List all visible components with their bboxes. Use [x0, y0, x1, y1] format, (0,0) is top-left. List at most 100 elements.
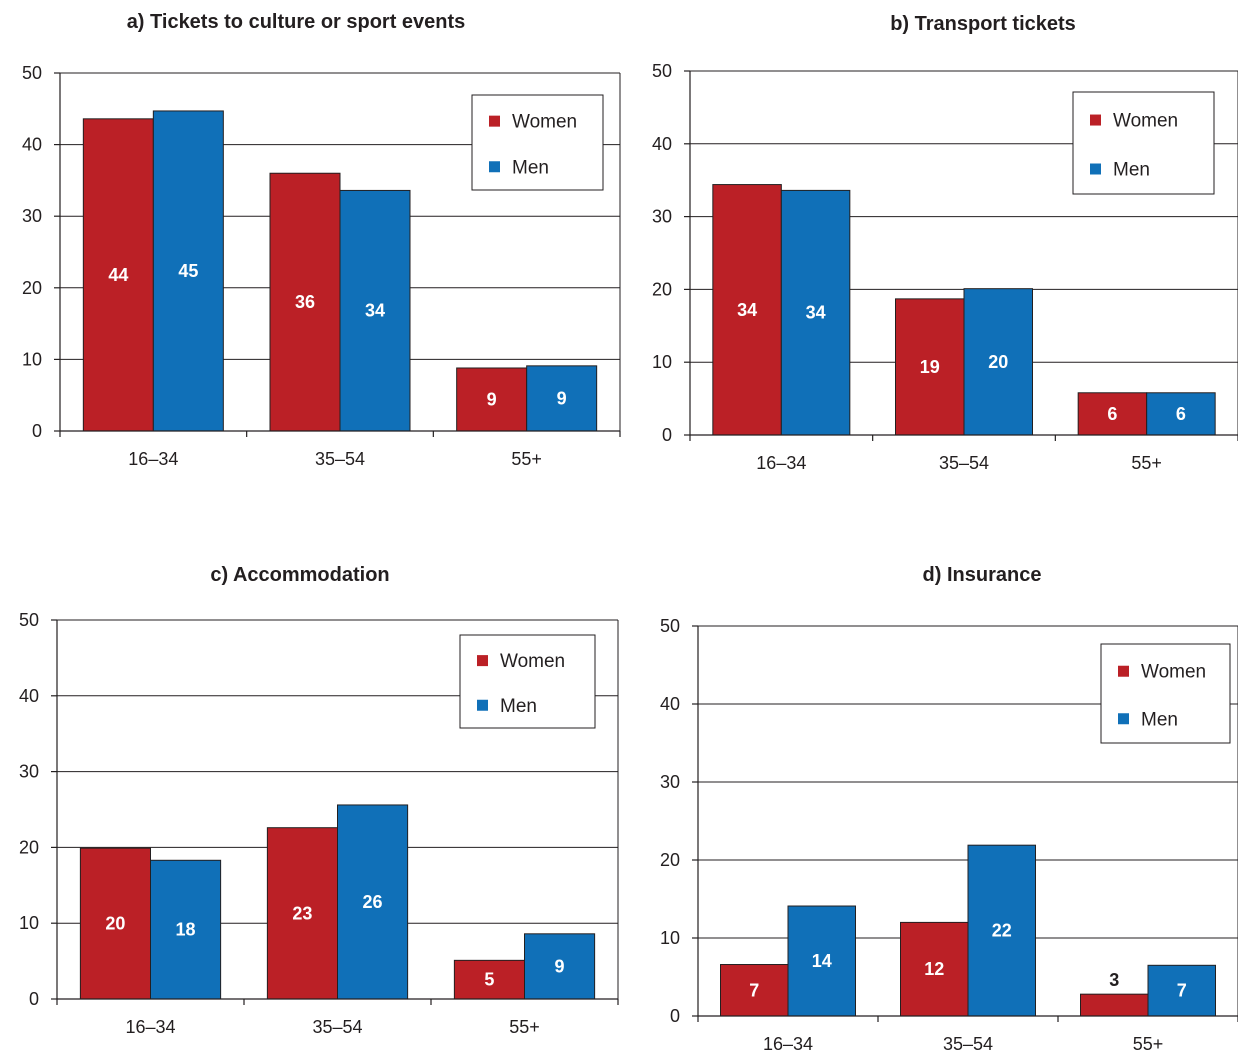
data-label: 14 — [812, 951, 832, 971]
y-tick-label: 0 — [662, 425, 672, 445]
y-tick-label: 30 — [22, 206, 42, 226]
legend-swatch-men — [489, 161, 500, 173]
data-label: 9 — [555, 956, 565, 976]
bar-women-0 — [720, 964, 789, 1017]
y-tick-label: 40 — [660, 694, 680, 714]
x-tick-label: 35–54 — [943, 1034, 993, 1053]
chart-title: d) Insurance — [923, 564, 1042, 586]
data-label: 20 — [105, 914, 125, 934]
bar-men-2 — [526, 365, 598, 432]
x-tick-label: 55+ — [511, 449, 542, 469]
legend-swatch-men — [1090, 163, 1101, 175]
y-tick-label: 20 — [652, 279, 672, 299]
data-label: 3 — [1109, 970, 1119, 990]
y-tick-label: 20 — [19, 837, 39, 857]
data-label: 12 — [924, 959, 944, 979]
x-tick-label: 16–34 — [756, 453, 806, 473]
data-label: 22 — [992, 921, 1012, 941]
legend-swatch-men — [477, 699, 488, 711]
legend-label-women: Women — [500, 651, 565, 672]
y-tick-label: 10 — [660, 928, 680, 948]
chart-title: a) Tickets to culture or sport events — [127, 11, 466, 33]
legend-swatch-women — [489, 115, 500, 127]
y-tick-label: 50 — [652, 61, 672, 81]
legend-label-men: Men — [1141, 709, 1178, 730]
bar-men-0 — [780, 189, 851, 436]
data-label: 19 — [920, 357, 940, 377]
y-tick-label: 30 — [19, 762, 39, 782]
data-label: 7 — [749, 980, 759, 1000]
legend-swatch-women — [477, 655, 488, 667]
data-label: 36 — [295, 292, 315, 312]
data-label: 20 — [988, 352, 1008, 372]
bar-men-2 — [524, 933, 596, 1000]
data-label: 18 — [176, 920, 196, 940]
data-label: 26 — [363, 892, 383, 912]
bar-women-1 — [266, 827, 338, 1000]
legend-label-women: Women — [1113, 111, 1178, 132]
y-tick-label: 10 — [19, 913, 39, 933]
legend-swatch-women — [1090, 114, 1101, 126]
legend-label-men: Men — [500, 696, 537, 717]
bar-men-1 — [339, 189, 411, 432]
bar-women-2 — [453, 959, 525, 1000]
y-tick-label: 20 — [22, 278, 42, 298]
data-label: 34 — [806, 303, 826, 323]
chart-title: c) Accommodation — [210, 564, 389, 586]
x-tick-label: 35–54 — [312, 1017, 362, 1037]
bar-men-0 — [152, 110, 224, 432]
x-tick-label: 16–34 — [128, 449, 178, 469]
legend-box — [1100, 643, 1231, 744]
legend-box — [1072, 91, 1215, 195]
data-label: 34 — [365, 301, 385, 321]
legend-swatch-men — [1118, 713, 1129, 725]
bar-women-2 — [1077, 392, 1148, 436]
y-tick-label: 20 — [660, 850, 680, 870]
data-label: 9 — [557, 388, 567, 408]
bar-men-0 — [150, 859, 222, 1000]
y-tick-label: 40 — [22, 135, 42, 155]
legend-box — [471, 94, 604, 191]
x-tick-label: 16–34 — [125, 1017, 175, 1037]
bar-women-0 — [712, 184, 782, 436]
legend-box — [459, 634, 596, 729]
y-tick-label: 0 — [29, 989, 39, 1009]
bar-women-1 — [269, 172, 341, 432]
y-tick-label: 50 — [22, 63, 42, 83]
bar-men-2 — [1146, 392, 1216, 436]
x-tick-label: 35–54 — [939, 453, 989, 473]
data-label: 44 — [108, 265, 128, 285]
legend-label-women: Women — [512, 112, 577, 133]
data-label: 34 — [737, 300, 757, 320]
chart-title: b) Transport tickets — [890, 13, 1076, 35]
bar-women-0 — [79, 847, 151, 1000]
data-label: 6 — [1176, 404, 1186, 424]
y-tick-label: 50 — [19, 610, 39, 630]
y-tick-label: 10 — [652, 352, 672, 372]
bar-men-1 — [963, 288, 1033, 436]
data-label: 45 — [178, 261, 198, 281]
legend-label-women: Women — [1141, 662, 1206, 683]
data-label: 9 — [487, 389, 497, 409]
data-label: 5 — [484, 970, 494, 990]
y-tick-label: 10 — [22, 349, 42, 369]
data-label: 7 — [1177, 981, 1187, 1001]
bar-women-2 — [1080, 993, 1149, 1017]
y-tick-label: 40 — [652, 134, 672, 154]
y-tick-label: 40 — [19, 686, 39, 706]
data-label: 6 — [1107, 404, 1117, 424]
bar-women-1 — [900, 921, 969, 1017]
y-tick-label: 30 — [652, 207, 672, 227]
x-tick-label: 16–34 — [763, 1034, 813, 1053]
x-tick-label: 55+ — [509, 1017, 540, 1037]
legend-swatch-women — [1118, 665, 1129, 677]
y-tick-label: 30 — [660, 772, 680, 792]
x-tick-label: 55+ — [1133, 1034, 1164, 1053]
x-tick-label: 55+ — [1131, 453, 1162, 473]
data-label: 23 — [292, 903, 312, 923]
y-tick-label: 0 — [32, 421, 42, 441]
